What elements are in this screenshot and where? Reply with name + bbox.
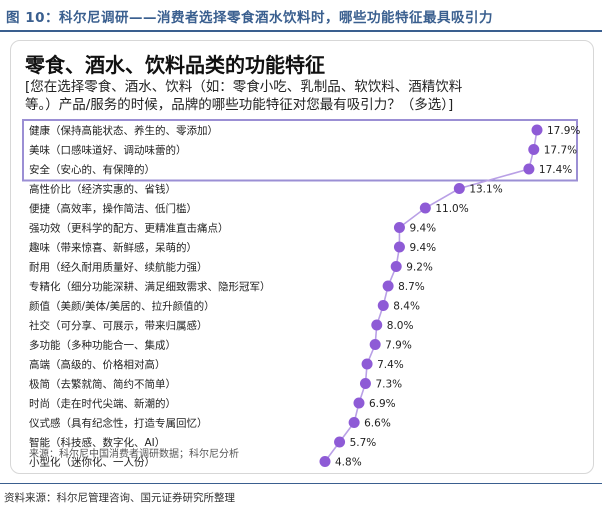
category-label: 仪式感（具有纪念性，打造专属回忆） (29, 417, 208, 430)
data-point (419, 202, 431, 214)
header-rule (0, 30, 602, 32)
data-point (319, 456, 331, 467)
category-label: 颜值（美颜/美体/美居的、拉升颜值的） (29, 300, 215, 313)
category-label: 健康（保持高能状态、养生的、零添加） (29, 124, 218, 137)
data-point (353, 397, 365, 409)
data-point (348, 417, 360, 428)
dot-chart: 健康（保持高能状态、养生的、零添加） 17.9% 美味（口感味道好、调动味蕾的） 17… (22, 119, 580, 469)
data-label: 8.4% (393, 301, 420, 313)
footer-rule (0, 483, 602, 484)
data-label: 17.9% (547, 125, 580, 137)
data-point (528, 144, 540, 155)
data-label: 7.9% (385, 340, 412, 352)
category-label: 专精化（细分功能深耕、满足细致需求、隐形冠军） (29, 280, 271, 293)
data-point (393, 241, 405, 253)
data-point (523, 163, 535, 175)
data-label: 11.0% (435, 203, 468, 215)
data-label: 5.7% (350, 437, 377, 449)
data-label: 7.4% (377, 359, 404, 371)
data-point (371, 319, 383, 331)
chart-source: 来源：科尔尼中国消费者调研数据；科尔尼分析 (29, 447, 239, 460)
category-label: 趣味（带来惊喜、新鲜感，呆萌的） (29, 241, 197, 254)
data-label: 8.7% (398, 281, 425, 293)
data-point (531, 124, 543, 136)
chart-subtitle-line-1: [您在选择零食、酒水、饮料（如：零食小吃、乳制品、软饮料、酒精饮料 (25, 79, 463, 95)
category-label: 强功效（更科学的配方、更精准直击痛点） (29, 222, 229, 235)
data-point (359, 378, 371, 389)
category-label: 时尚（走在时代尖端、新潮的） (29, 397, 176, 410)
data-label: 9.2% (406, 262, 433, 274)
data-label: 7.3% (375, 379, 402, 391)
category-label: 极简（去繁就简、简约不简单） (29, 378, 176, 391)
data-point (393, 222, 405, 233)
category-label: 智能（科技感、数字化、AI） (29, 436, 165, 449)
data-label: 17.7% (544, 145, 577, 157)
figure-title: 图 10：科尔尼调研——消费者选择零食酒水饮料时，哪些功能特征最具吸引力 (6, 10, 493, 26)
category-label: 便捷（高效率，操作简洁、低门槛） (29, 202, 197, 215)
category-label: 高端（高级的、价格相对高） (29, 358, 166, 371)
chart-subtitle-line-2: 等。）产品/服务的时候，品牌的哪些功能特征对您最有吸引力？（多选）] (25, 97, 454, 113)
data-label: 9.4% (409, 242, 436, 254)
data-label: 8.0% (387, 320, 414, 332)
category-label: 多功能（多种功能合一、集成） (29, 339, 176, 352)
page-source: 资料来源：科尔尼管理咨询、国元证券研究所整理 (4, 492, 235, 504)
data-point (334, 436, 346, 448)
chart-card: 零食、酒水、饮料品类的功能特征 [您在选择零食、酒水、饮料（如：零食小吃、乳制品… (10, 40, 594, 474)
category-label: 耐用（经久耐用质量好、续航能力强） (29, 261, 208, 274)
data-label: 6.6% (364, 418, 391, 430)
data-point (390, 261, 402, 272)
data-point (369, 339, 381, 350)
data-point (453, 183, 465, 194)
data-point (382, 280, 394, 292)
highlight-box (22, 119, 578, 182)
data-label: 17.4% (539, 164, 572, 176)
data-point (377, 300, 389, 311)
category-label: 高性价比（经济实惠的、省钱） (29, 183, 176, 196)
category-label: 美味（口感味道好、调动味蕾的） (29, 144, 187, 157)
category-label: 安全（安心的、有保障的） (29, 163, 155, 176)
chart-title: 零食、酒水、饮料品类的功能特征 (25, 53, 325, 77)
data-label: 4.8% (335, 457, 362, 469)
chart-subtitle: [您在选择零食、酒水、饮料（如：零食小吃、乳制品、软饮料、酒精饮料 等。）产品/… (25, 78, 585, 114)
data-label: 13.1% (469, 184, 502, 196)
category-label: 社交（可分享、可展示，带来归属感） (29, 319, 208, 332)
data-point (361, 358, 373, 370)
data-label: 6.9% (369, 398, 396, 410)
data-label: 9.4% (409, 223, 436, 235)
category-label: 小型化（迷你化、一人份） (29, 456, 155, 469)
